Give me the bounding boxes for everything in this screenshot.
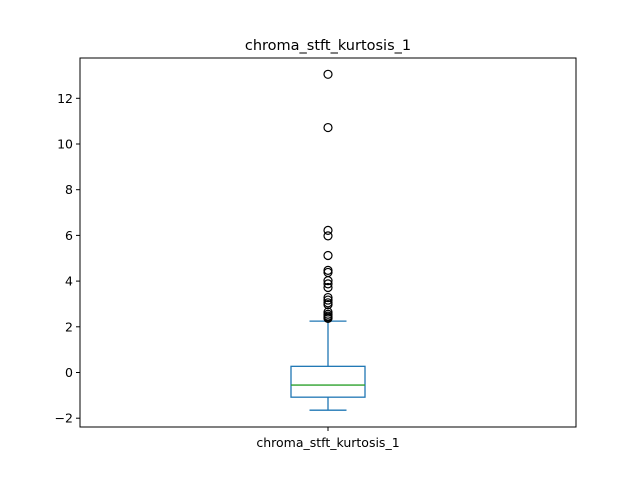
y-tick-label: 0 <box>65 365 73 380</box>
y-tick-label: 10 <box>57 137 73 152</box>
outlier-point <box>323 225 333 235</box>
outlier-point <box>323 292 333 303</box>
iqr-box <box>290 365 366 398</box>
y-tick-label: 2 <box>65 319 73 334</box>
axes: −2 0 2 4 6 8 10 12 chroma_stft_kurtosis_1 <box>55 57 577 450</box>
plot-area <box>290 69 366 411</box>
outlier-point <box>323 313 333 323</box>
y-tick-label: 12 <box>57 91 73 106</box>
y-tick-label: −2 <box>55 411 73 426</box>
outlier-point <box>323 231 333 241</box>
outlier-point <box>323 279 333 289</box>
outlier-point <box>323 295 333 305</box>
outlier-point <box>323 69 333 79</box>
axes-frame <box>79 57 577 428</box>
y-tick-label: 6 <box>65 228 73 243</box>
outlier-point <box>323 122 333 133</box>
outlier-point <box>323 300 333 310</box>
outlier-point <box>323 282 333 293</box>
outlier-point <box>323 307 333 317</box>
y-tick-label: 4 <box>65 274 73 289</box>
chart-title: chroma_stft_kurtosis_1 <box>245 38 411 54</box>
outlier-point <box>323 250 333 261</box>
x-tick-label: chroma_stft_kurtosis_1 <box>256 435 399 450</box>
y-tick-label: 8 <box>65 182 73 197</box>
outlier-point <box>323 276 333 286</box>
